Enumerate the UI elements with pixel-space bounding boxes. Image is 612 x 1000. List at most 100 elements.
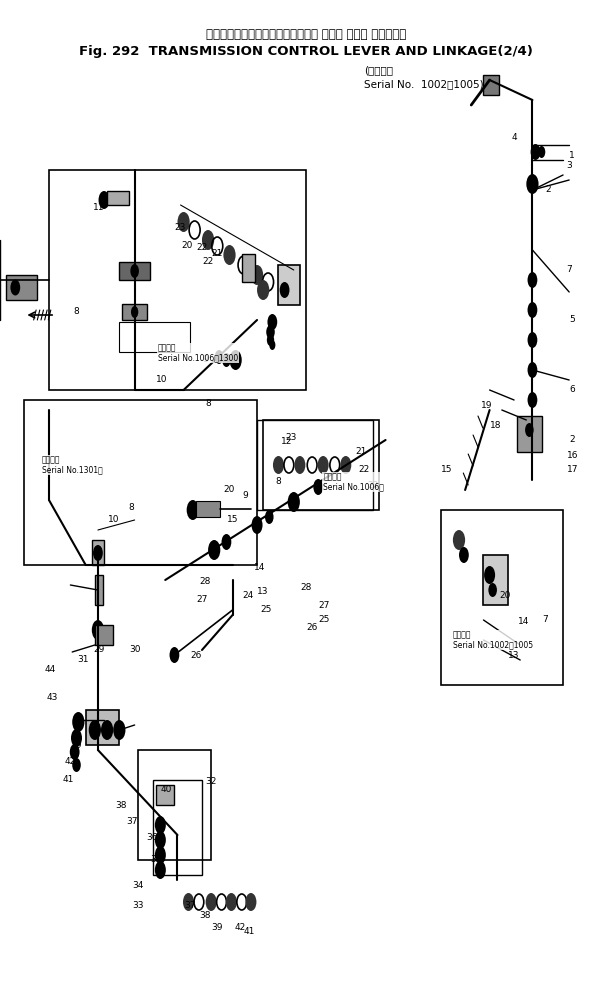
Circle shape (206, 893, 217, 911)
Circle shape (273, 456, 284, 474)
Text: 2: 2 (569, 436, 575, 444)
Text: 適用号機
Serial No.1006～1300: 適用号機 Serial No.1006～1300 (158, 343, 238, 363)
Text: 15: 15 (441, 466, 452, 475)
Circle shape (183, 893, 194, 911)
Text: 適用号機
Serial No.1006～: 適用号機 Serial No.1006～ (323, 472, 384, 492)
Text: 22: 22 (359, 466, 370, 475)
Text: 21: 21 (212, 248, 223, 257)
Circle shape (230, 350, 242, 370)
Circle shape (313, 479, 323, 495)
Text: Fig. 292  TRANSMISSION CONTROL LEVER AND LINKAGE(2/4): Fig. 292 TRANSMISSION CONTROL LEVER AND … (79, 45, 533, 58)
Circle shape (526, 174, 539, 194)
Text: 40: 40 (161, 786, 172, 794)
Text: 41: 41 (244, 928, 255, 936)
Circle shape (222, 353, 231, 367)
Bar (242, 254, 255, 282)
Circle shape (252, 516, 263, 534)
Circle shape (488, 583, 497, 597)
Bar (278, 265, 300, 305)
Circle shape (267, 334, 274, 346)
Text: 2: 2 (545, 186, 551, 194)
Text: 36: 36 (146, 834, 157, 842)
Text: 34: 34 (132, 880, 143, 890)
Text: Serial No.  1002～1005): Serial No. 1002～1005) (364, 79, 483, 89)
Text: 7: 7 (542, 615, 548, 624)
Circle shape (70, 744, 80, 760)
Text: 8: 8 (275, 478, 282, 487)
Circle shape (197, 502, 207, 518)
Circle shape (208, 540, 220, 560)
Circle shape (92, 620, 104, 640)
Circle shape (215, 350, 223, 364)
Circle shape (538, 146, 545, 158)
Text: 8: 8 (205, 399, 211, 408)
Text: 28: 28 (200, 578, 211, 586)
Text: 7: 7 (566, 265, 572, 274)
Circle shape (170, 647, 179, 663)
Circle shape (99, 191, 110, 209)
Text: 29: 29 (94, 646, 105, 654)
Text: 適用号機
Serial No.1002～1005: 適用号機 Serial No.1002～1005 (453, 630, 533, 650)
Bar (156, 785, 174, 805)
Text: 27: 27 (319, 600, 330, 609)
Bar (196, 501, 220, 517)
Text: 10: 10 (157, 375, 168, 384)
Bar (257, 420, 373, 510)
Text: 22: 22 (203, 257, 214, 266)
Text: 42: 42 (234, 924, 245, 932)
Bar (122, 304, 147, 320)
Circle shape (266, 325, 275, 339)
Circle shape (72, 758, 81, 772)
Bar (483, 555, 508, 605)
Text: 10: 10 (108, 516, 119, 524)
Circle shape (251, 265, 263, 285)
Text: (適用号機: (適用号機 (364, 65, 393, 75)
Circle shape (528, 332, 537, 348)
Circle shape (484, 566, 495, 584)
Circle shape (525, 423, 534, 437)
Circle shape (177, 212, 190, 232)
Text: 35: 35 (151, 856, 162, 864)
Text: 27: 27 (196, 595, 207, 604)
Text: 9: 9 (242, 490, 248, 499)
Text: 37: 37 (126, 818, 137, 826)
Circle shape (155, 816, 166, 834)
Text: 43: 43 (47, 694, 58, 702)
Text: 8: 8 (73, 308, 80, 316)
Text: 17: 17 (567, 466, 578, 475)
Circle shape (101, 720, 113, 740)
Text: 26: 26 (307, 622, 318, 632)
Text: 22: 22 (196, 243, 207, 252)
Text: 22: 22 (368, 481, 379, 489)
Text: 33: 33 (132, 900, 143, 910)
Circle shape (288, 492, 300, 512)
Text: 31: 31 (77, 656, 88, 664)
Circle shape (459, 547, 469, 563)
Bar (95, 625, 113, 645)
Text: 9: 9 (202, 356, 208, 364)
Text: 21: 21 (356, 448, 367, 456)
Circle shape (528, 362, 537, 378)
Text: 15: 15 (227, 516, 238, 524)
Circle shape (72, 712, 84, 732)
Text: 38: 38 (200, 910, 211, 920)
Text: 25: 25 (261, 605, 272, 614)
Bar (153, 780, 202, 875)
Text: 26: 26 (190, 650, 201, 660)
Circle shape (280, 282, 289, 298)
Text: 18: 18 (490, 420, 501, 430)
Circle shape (155, 861, 166, 879)
Text: 13: 13 (509, 650, 520, 660)
Bar (24, 400, 257, 565)
Text: 39: 39 (71, 740, 82, 750)
Circle shape (528, 422, 537, 438)
Circle shape (223, 245, 236, 265)
Text: 5: 5 (569, 316, 575, 324)
Text: 4: 4 (511, 133, 517, 142)
Circle shape (528, 272, 537, 288)
Circle shape (99, 627, 109, 643)
Circle shape (294, 456, 305, 474)
Bar (49, 170, 306, 390)
Text: 30: 30 (129, 646, 140, 654)
Text: 19: 19 (481, 400, 492, 410)
